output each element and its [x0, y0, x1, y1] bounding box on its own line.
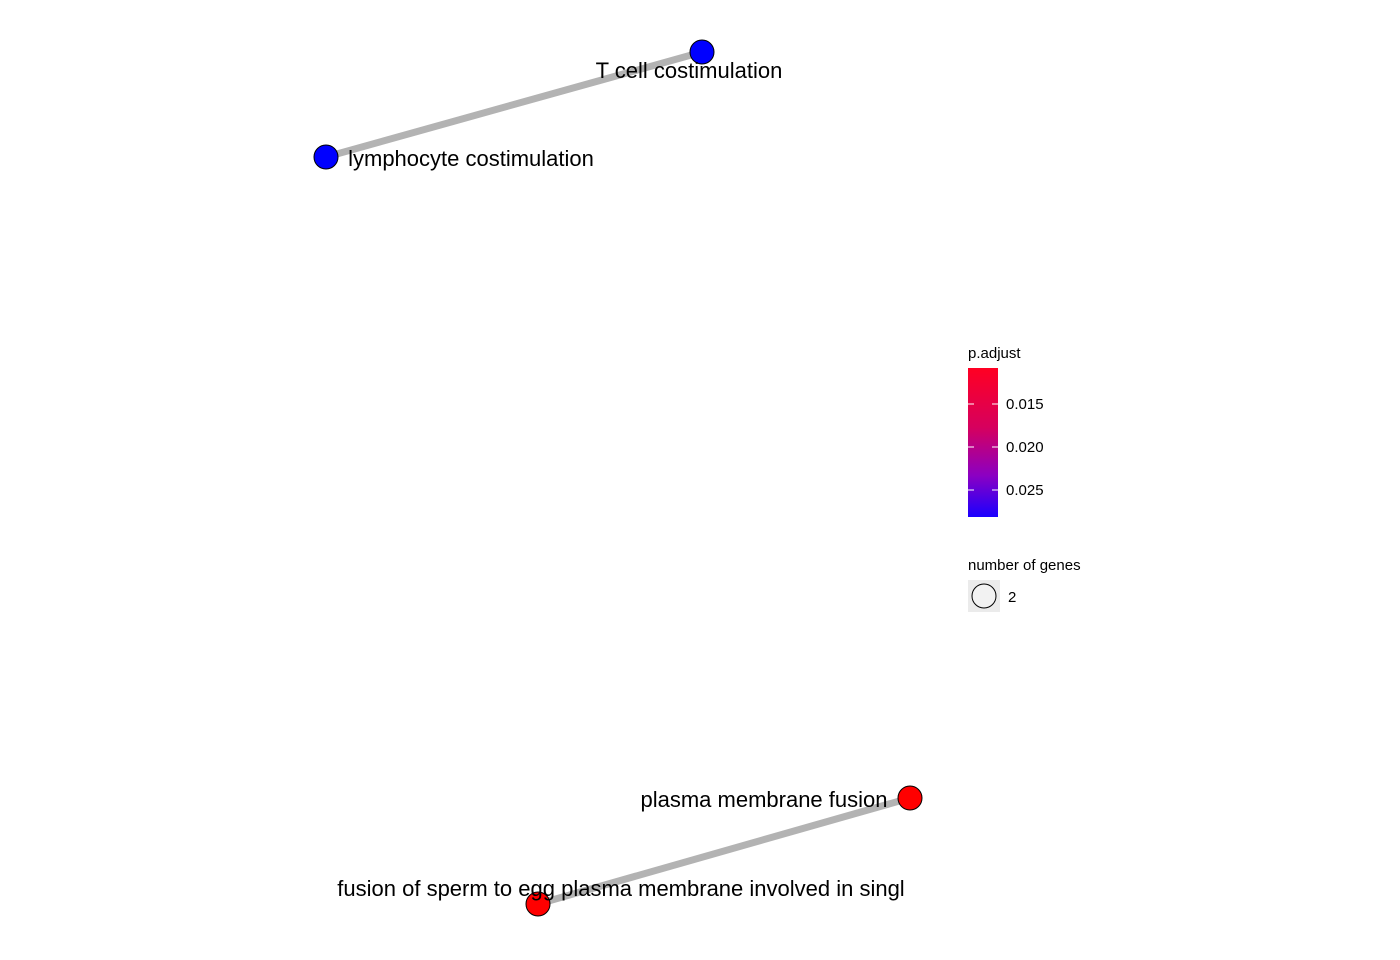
- legend-tick-label: 0.020: [1006, 439, 1044, 456]
- edge-layer: [325, 48, 911, 908]
- node-fusion-of-sperm-to-egg[interactable]: [525, 891, 551, 917]
- node-plasma-membrane-fusion[interactable]: [897, 785, 923, 811]
- edge-tcell-lymphocyte: [325, 48, 703, 161]
- legend-color-title: p.adjust: [968, 345, 1021, 362]
- legend-colorbar: [968, 368, 998, 517]
- node-lymphocyte-costimulation[interactable]: [313, 144, 339, 170]
- legend-size-key-circle: [971, 583, 997, 609]
- node-label-sperm: fusion of sperm to egg plasma membrane i…: [337, 876, 904, 901]
- edge-plasma-sperm: [537, 794, 911, 908]
- legend-color: p.adjust 0.015 0.020 0.025: [968, 345, 1044, 517]
- legend-size: number of genes 2: [968, 557, 1081, 612]
- legend-size-key-label: 2: [1008, 589, 1016, 606]
- node-label-t-cell: T cell costimulation: [596, 58, 783, 83]
- label-layer: T cell costimulation lymphocyte costimul…: [337, 58, 904, 901]
- node-label-plasma: plasma membrane fusion: [640, 787, 887, 812]
- legend-tick-label: 0.025: [1006, 482, 1044, 499]
- node-label-lymphocyte: lymphocyte costimulation: [348, 146, 594, 171]
- legend-size-title: number of genes: [968, 557, 1081, 574]
- node-t-cell-costimulation[interactable]: [689, 39, 715, 65]
- legend-tick-label: 0.015: [1006, 396, 1044, 413]
- node-layer: [313, 39, 923, 917]
